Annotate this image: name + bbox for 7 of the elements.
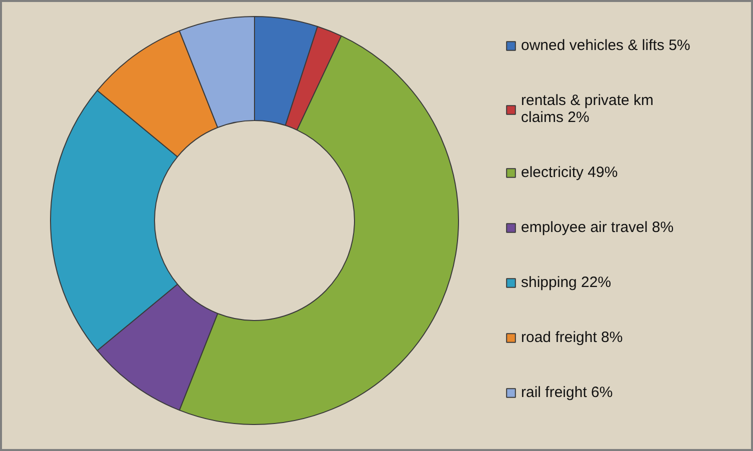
legend-label: rentals & private km claims 2% xyxy=(521,92,654,126)
legend-label: employee air travel 8% xyxy=(521,219,674,236)
legend-label: owned vehicles & lifts 5% xyxy=(521,37,690,54)
legend-label: rail freight 6% xyxy=(521,384,613,401)
legend-label: road freight 8% xyxy=(521,329,623,346)
legend-label: electricity 49% xyxy=(521,164,618,181)
legend-label: shipping 22% xyxy=(521,274,612,291)
